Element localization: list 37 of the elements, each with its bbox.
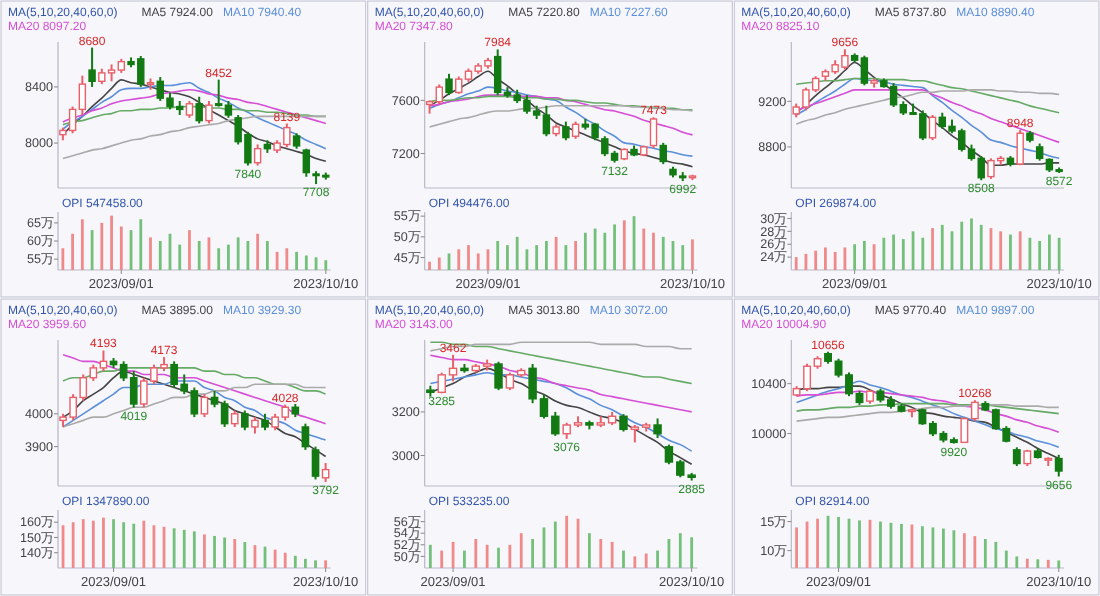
candlestick	[253, 143, 262, 167]
line-series	[62, 380, 327, 441]
candlestick	[653, 417, 662, 440]
candlestick	[1054, 453, 1063, 478]
line-series	[62, 115, 327, 160]
candlestick	[301, 422, 310, 451]
line-series	[62, 383, 327, 428]
candlestick	[195, 95, 203, 125]
line-series	[795, 61, 1060, 166]
candlestick	[928, 114, 937, 142]
candlestick	[200, 393, 209, 419]
candlestick	[494, 360, 503, 392]
candlestick	[562, 120, 570, 142]
line-series	[795, 89, 1060, 144]
line-series	[429, 354, 693, 413]
line-series	[795, 404, 1060, 422]
candlestick	[1016, 129, 1024, 167]
candlestick	[302, 147, 311, 178]
candlestick	[88, 46, 96, 88]
candlestick	[205, 99, 213, 125]
line-series	[795, 89, 1060, 125]
line-series	[62, 81, 327, 150]
line-series	[795, 380, 1060, 449]
line-series	[62, 88, 327, 125]
candlestick	[311, 445, 320, 481]
candlestick	[649, 116, 658, 150]
line-series	[62, 79, 327, 163]
line-series	[795, 390, 1060, 434]
line-series	[62, 353, 327, 425]
candlestick	[1012, 446, 1021, 468]
line-series	[795, 77, 1060, 114]
candlestick	[445, 72, 453, 97]
line-series	[62, 370, 327, 458]
line-series	[429, 341, 693, 385]
candlestick	[659, 141, 667, 166]
line-series	[795, 77, 1060, 160]
candlestick	[241, 409, 249, 432]
